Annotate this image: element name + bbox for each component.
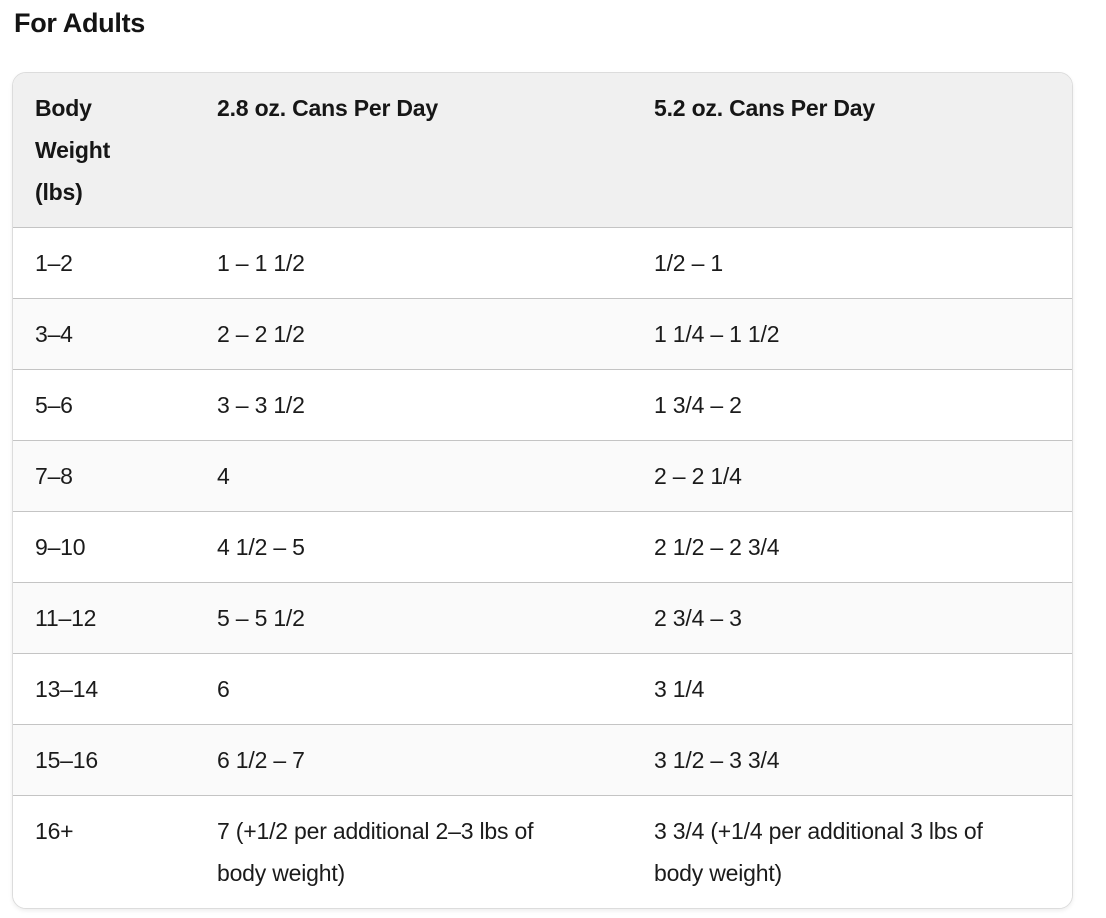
cans-5-2oz-cell: 1 1/4 – 1 1/2 <box>632 298 1072 370</box>
cans-5-2oz-note: 3 3/4 (+1/4 per additional 3 lbs of body… <box>654 818 983 886</box>
cans-5-2oz-cell: 3 3/4 (+1/4 per additional 3 lbs of body… <box>632 795 1072 908</box>
body-weight-cell: 15–16 <box>13 724 195 796</box>
table-row: 16+ 7 (+1/2 per additional 2–3 lbs of bo… <box>13 795 1072 908</box>
cans-2-8oz-cell: 2 – 2 1/2 <box>195 298 632 370</box>
column-header-cans-2-8oz: 2.8 oz. Cans Per Day <box>195 73 632 228</box>
page-title: For Adults <box>14 8 145 38</box>
feeding-table-card: Body Weight (lbs) 2.8 oz. Cans Per Day 5… <box>12 72 1073 909</box>
cans-2-8oz-cell: 7 (+1/2 per additional 2–3 lbs of body w… <box>195 795 632 908</box>
cans-5-2oz-cell: 3 1/4 <box>632 653 1072 725</box>
table-row: 13–14 6 3 1/4 <box>13 653 1072 725</box>
cans-5-2oz-cell: 3 1/2 – 3 3/4 <box>632 724 1072 796</box>
table-row: 9–10 4 1/2 – 5 2 1/2 – 2 3/4 <box>13 511 1072 583</box>
table-row: 1–2 1 – 1 1/2 1/2 – 1 <box>13 227 1072 299</box>
column-header-cans-5-2oz: 5.2 oz. Cans Per Day <box>632 73 1072 228</box>
feeding-table-header: Body Weight (lbs) 2.8 oz. Cans Per Day 5… <box>13 73 1072 228</box>
table-row: 5–6 3 – 3 1/2 1 3/4 – 2 <box>13 369 1072 441</box>
body-weight-cell: 7–8 <box>13 440 195 512</box>
table-row: 7–8 4 2 – 2 1/4 <box>13 440 1072 512</box>
cans-2-8oz-cell: 6 1/2 – 7 <box>195 724 632 796</box>
body-weight-cell: 1–2 <box>13 227 195 299</box>
cans-2-8oz-cell: 5 – 5 1/2 <box>195 582 632 654</box>
cans-2-8oz-cell: 4 1/2 – 5 <box>195 511 632 583</box>
cans-5-2oz-cell: 2 3/4 – 3 <box>632 582 1072 654</box>
body-weight-cell: 11–12 <box>13 582 195 654</box>
table-row: 15–16 6 1/2 – 7 3 1/2 – 3 3/4 <box>13 724 1072 796</box>
column-header-body-weight: Body Weight (lbs) <box>13 73 195 228</box>
cans-2-8oz-cell: 3 – 3 1/2 <box>195 369 632 441</box>
cans-2-8oz-cell: 6 <box>195 653 632 725</box>
body-weight-cell: 9–10 <box>13 511 195 583</box>
cans-5-2oz-cell: 2 1/2 – 2 3/4 <box>632 511 1072 583</box>
table-row: 3–4 2 – 2 1/2 1 1/4 – 1 1/2 <box>13 298 1072 370</box>
body-weight-cell: 5–6 <box>13 369 195 441</box>
cans-5-2oz-cell: 1/2 – 1 <box>632 227 1072 299</box>
cans-2-8oz-note: 7 (+1/2 per additional 2–3 lbs of body w… <box>217 818 534 886</box>
cans-2-8oz-cell: 4 <box>195 440 632 512</box>
body-weight-cell: 16+ <box>13 795 195 908</box>
body-weight-cell: 13–14 <box>13 653 195 725</box>
feeding-table-body: 1–2 1 – 1 1/2 1/2 – 1 3–4 2 – 2 1/2 1 1/… <box>13 227 1072 908</box>
cans-2-8oz-cell: 1 – 1 1/2 <box>195 227 632 299</box>
cans-5-2oz-cell: 2 – 2 1/4 <box>632 440 1072 512</box>
body-weight-cell: 3–4 <box>13 298 195 370</box>
header-row: Body Weight (lbs) 2.8 oz. Cans Per Day 5… <box>13 73 1072 228</box>
cans-5-2oz-cell: 1 3/4 – 2 <box>632 369 1072 441</box>
column-header-body-weight-label: Body Weight (lbs) <box>35 95 111 205</box>
feeding-table: Body Weight (lbs) 2.8 oz. Cans Per Day 5… <box>13 73 1072 908</box>
table-row: 11–12 5 – 5 1/2 2 3/4 – 3 <box>13 582 1072 654</box>
